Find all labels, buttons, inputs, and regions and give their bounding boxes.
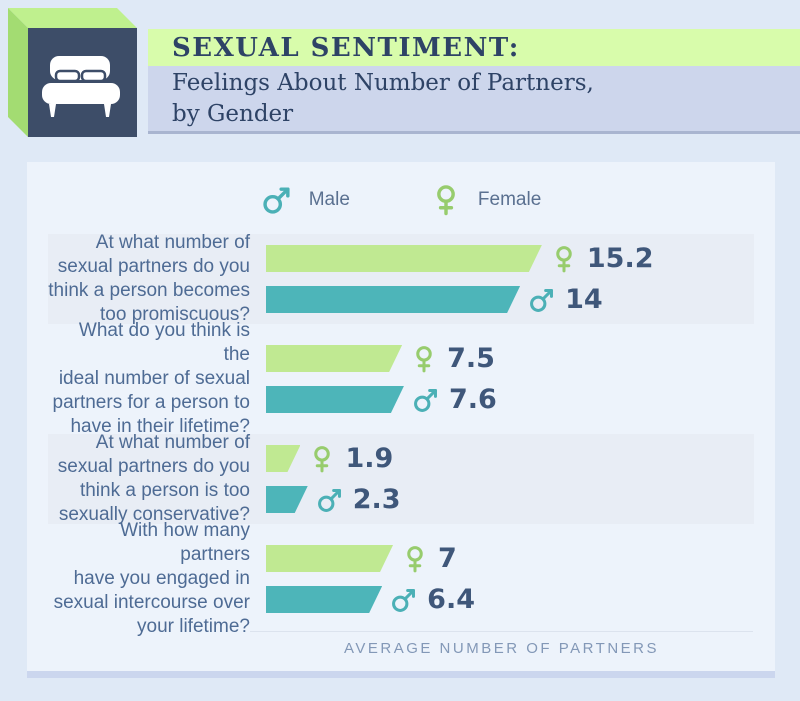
male-icon bbox=[392, 588, 416, 612]
bar-line-female: 7.5 bbox=[266, 343, 495, 374]
question-text: At what number of sexual partners do you… bbox=[48, 232, 250, 325]
bar-line-female: 15.2 bbox=[266, 243, 654, 274]
bar-female bbox=[266, 345, 402, 372]
chart-row-lifetime-partners: With how many partners have you engaged … bbox=[48, 520, 754, 637]
legend-label-male: Male bbox=[308, 189, 350, 210]
male-icon bbox=[263, 187, 290, 214]
bed-icon bbox=[8, 8, 137, 137]
bar-male bbox=[266, 286, 520, 313]
chart-card: Male Female At what number of sexual par… bbox=[27, 162, 775, 678]
bar-value-female: 15.2 bbox=[586, 243, 654, 274]
legend-item-male: Male bbox=[261, 184, 350, 216]
chart-row-ideal-number: What do you think is the ideal number of… bbox=[48, 320, 754, 437]
legend-item-female: Female bbox=[430, 184, 541, 216]
subtitle-band: Feelings About Number of Partners, by Ge… bbox=[148, 66, 800, 134]
question-text: What do you think is the ideal number of… bbox=[52, 320, 251, 437]
bar-line-male: 7.6 bbox=[266, 384, 497, 415]
female-icon bbox=[416, 345, 432, 372]
female-icon bbox=[556, 245, 572, 272]
bar-male bbox=[266, 386, 404, 413]
bar-line-male: 2.3 bbox=[266, 484, 401, 515]
male-icon bbox=[413, 388, 437, 412]
axis-label: AVERAGE NUMBER OF PARTNERS bbox=[343, 640, 660, 657]
chart-row-conservative: At what number of sexual partners do you… bbox=[48, 432, 754, 525]
bar-female bbox=[266, 245, 542, 272]
legend-label-female: Female bbox=[477, 189, 542, 210]
bar-line-female: 7 bbox=[266, 543, 457, 574]
page-title: SEXUAL SENTIMENT: bbox=[172, 32, 520, 63]
bar-value-female: 1.9 bbox=[345, 443, 394, 474]
axis-divider bbox=[250, 631, 753, 632]
bar-male bbox=[266, 486, 308, 513]
male-icon bbox=[530, 288, 554, 312]
bar-female bbox=[266, 445, 300, 472]
page-subtitle: Feelings About Number of Partners, by Ge… bbox=[172, 70, 594, 127]
question-text: With how many partners have you engaged … bbox=[53, 520, 250, 637]
legend: Male Female bbox=[27, 180, 775, 220]
bar-line-male: 6.4 bbox=[266, 584, 475, 615]
bar-line-female: 1.9 bbox=[266, 443, 394, 474]
title-band: SEXUAL SENTIMENT: bbox=[148, 29, 800, 66]
female-icon bbox=[314, 445, 331, 472]
bar-value-male: 7.6 bbox=[448, 384, 497, 415]
female-icon bbox=[407, 545, 423, 572]
female-icon bbox=[437, 185, 455, 216]
bar-value-male: 14 bbox=[565, 284, 603, 315]
bar-line-male: 14 bbox=[266, 284, 603, 315]
bar-female bbox=[266, 545, 393, 572]
bar-value-female: 7.5 bbox=[447, 343, 495, 374]
chart-row-promiscuous: At what number of sexual partners do you… bbox=[48, 232, 754, 325]
bar-value-female: 7 bbox=[438, 543, 457, 574]
question-text: At what number of sexual partners do you… bbox=[57, 432, 250, 525]
bar-value-male: 6.4 bbox=[427, 584, 475, 615]
bar-value-male: 2.3 bbox=[352, 484, 401, 515]
bar-male bbox=[266, 586, 382, 613]
male-icon bbox=[317, 488, 341, 512]
